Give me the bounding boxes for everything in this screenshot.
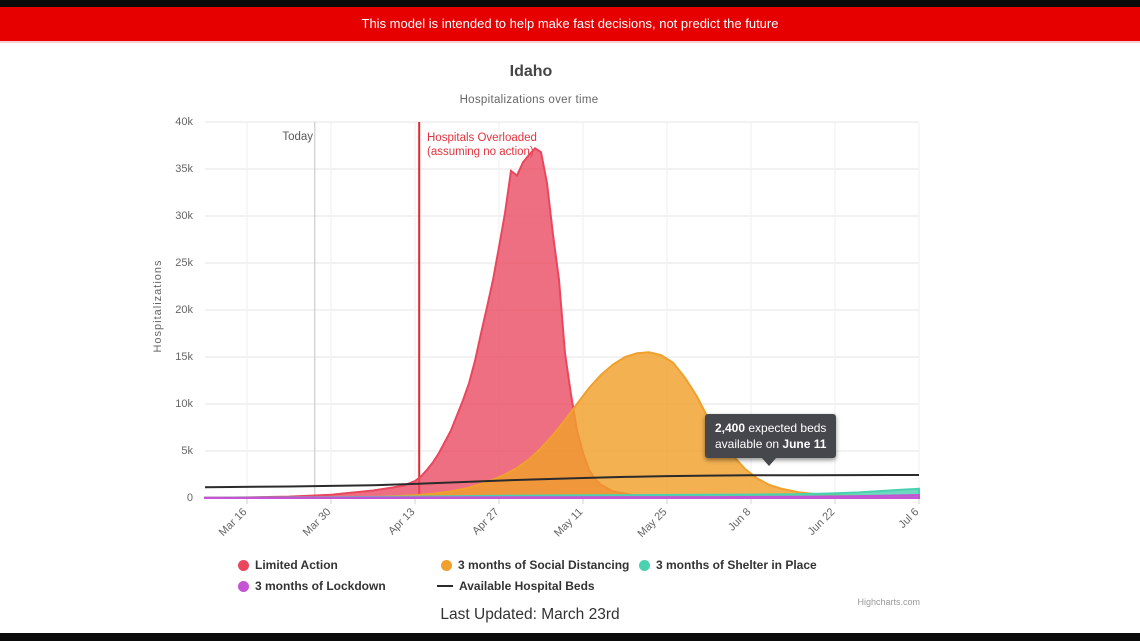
series-line-available-hospital-beds[interactable] [204,474,920,489]
y-axis-label-25k: 25k [175,257,193,269]
hospitals-overloaded-label-line1: Hospitals Overloaded [427,132,537,144]
tooltip-line2: available on June 11 [715,437,827,451]
y-axis-label-15k: 15k [175,351,193,363]
series-area-3-months-of-lockdown[interactable] [204,493,920,499]
today-plotline-label: Today [282,131,313,143]
warning-banner: This model is intended to help make fast… [0,7,1140,43]
y-axis-label-30k: 30k [175,210,193,222]
y-axis-label-40k: 40k [175,116,193,128]
y-axis-label-0: 0 [186,492,193,504]
highcharts-credit-link[interactable]: Highcharts.com [857,597,920,607]
legend-item-limited-action[interactable]: Limited Action [238,558,338,572]
y-axis-label-35k: 35k [175,163,193,175]
tooltip-line1: 2,400 expected beds [715,421,827,435]
series-area-3-months-of-shelter-in-place[interactable] [204,487,920,499]
beds-tooltip: 2,400 expected beds available on June 11 [705,414,837,466]
beds-line-marker-icon [437,585,453,587]
top-letterbox-bar [0,0,1140,7]
legend-label: Available Hospital Beds [459,579,595,593]
social-distancing-marker-icon [441,559,452,571]
y-axis-label-20k: 20k [175,304,193,316]
legend-label: 3 months of Social Distancing [458,558,630,572]
legend-label: Limited Action [255,558,338,572]
last-updated-text: Last Updated: March 23rd [440,606,620,623]
limited-action-marker-icon [238,559,249,571]
chart-subtitle: Hospitalizations over time [459,94,599,106]
y-axis-label-10k: 10k [175,398,193,410]
chart-title: Idaho [509,63,553,80]
legend-item-lockdown[interactable]: 3 months of Lockdown [238,579,386,593]
y-axis-label-5k: 5k [181,445,193,457]
hospitals-overloaded-label-line2: (assuming no action) [427,146,534,158]
legend-item-social-distancing[interactable]: 3 months of Social Distancing [441,558,629,572]
bottom-letterbox-bar [0,633,1140,641]
series-area-3-months-of-social-distancing[interactable] [204,351,920,499]
tooltip-arrow [761,457,777,466]
lockdown-marker-icon [238,580,249,592]
hospitals-overloaded-label: Hospitals Overloaded (assuming no action… [427,131,587,159]
legend-label: 3 months of Shelter in Place [656,558,817,572]
legend-item-shelter-in-place[interactable]: 3 months of Shelter in Place [639,558,817,572]
legend-label: 3 months of Lockdown [255,579,386,593]
legend-item-available-beds[interactable]: Available Hospital Beds [437,579,595,593]
shelter-in-place-marker-icon [639,559,650,571]
